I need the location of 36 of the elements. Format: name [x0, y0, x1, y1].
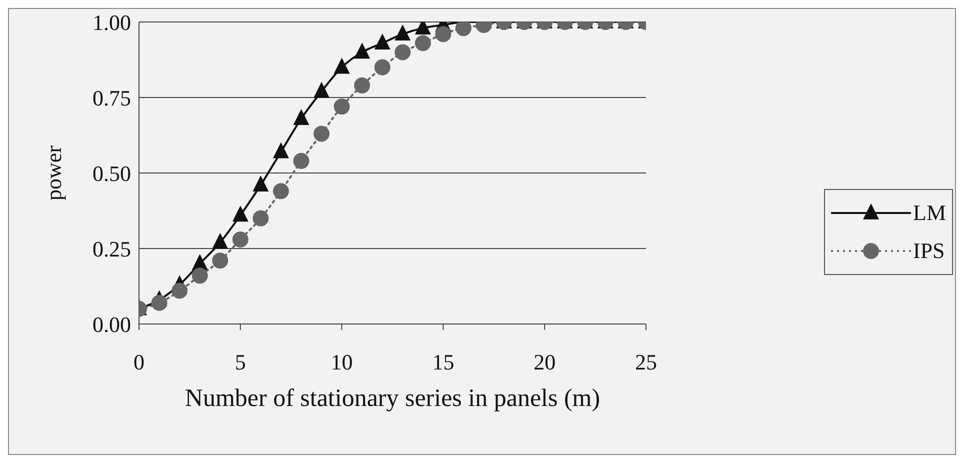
point [394, 44, 411, 60]
legend-label: IPS [913, 238, 945, 264]
x-tick-label: 5 [234, 350, 246, 375]
point [293, 152, 310, 169]
x-tick-label: 10 [330, 350, 353, 375]
point [232, 231, 248, 248]
point [172, 282, 188, 299]
y-tick-label: 0.75 [92, 85, 131, 110]
point [414, 35, 431, 52]
point [293, 109, 310, 126]
point [435, 26, 452, 42]
point [192, 268, 208, 284]
y-axis-title: power [40, 144, 66, 200]
y-tick-label: 0.25 [92, 236, 131, 262]
x-axis-title: Number of stationary series in panels (m) [184, 385, 600, 412]
point [232, 206, 248, 222]
y-tick-label: 1.00 [92, 10, 131, 35]
point [455, 22, 472, 36]
x-tick-label: 25 [635, 350, 657, 375]
x-tick-label: 15 [432, 350, 454, 375]
point [272, 142, 289, 158]
point [314, 126, 330, 142]
point [334, 98, 350, 115]
y-tick-label: 0.50 [92, 160, 131, 186]
legend-label: LM [913, 200, 946, 226]
point [374, 59, 390, 76]
point [252, 210, 269, 226]
point [272, 183, 289, 200]
point [252, 175, 269, 192]
x-tick-label: 20 [534, 350, 556, 375]
y-tick-label: 0.00 [92, 312, 131, 337]
x-tick-label: 0 [134, 350, 144, 375]
point [212, 232, 228, 249]
point [212, 252, 228, 269]
point [354, 77, 370, 94]
point [151, 294, 168, 311]
